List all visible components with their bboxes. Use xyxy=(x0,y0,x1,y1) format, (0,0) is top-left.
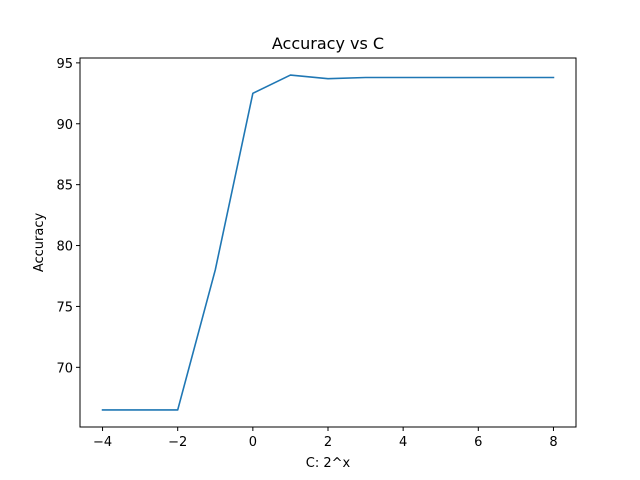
y-tick-label: 90 xyxy=(56,118,73,133)
axes-frame xyxy=(79,57,577,428)
accuracy-series-line xyxy=(101,74,555,411)
x-tick-label: 2 xyxy=(324,435,332,450)
y-axis-label: Accuracy xyxy=(32,213,47,273)
x-axis-label: C: 2^x xyxy=(306,456,351,471)
chart-title: Accuracy vs C xyxy=(272,34,384,53)
y-tick-label: 75 xyxy=(56,300,73,315)
x-tick-label: 8 xyxy=(549,435,557,450)
y-axis: 70 75 80 85 90 95 xyxy=(56,57,80,376)
y-tick-label: 95 xyxy=(56,57,73,72)
plot-area xyxy=(101,74,555,411)
y-tick-label: 85 xyxy=(56,179,73,194)
y-tick-label: 70 xyxy=(56,361,73,376)
x-axis: −4 −2 0 2 4 6 8 xyxy=(93,427,558,450)
x-tick-label: 4 xyxy=(399,435,407,450)
y-tick-label: 80 xyxy=(56,240,73,255)
x-tick-label: −2 xyxy=(168,435,187,450)
x-tick-label: −4 xyxy=(93,435,112,450)
x-tick-label: 6 xyxy=(474,435,482,450)
x-tick-label: 0 xyxy=(249,435,257,450)
